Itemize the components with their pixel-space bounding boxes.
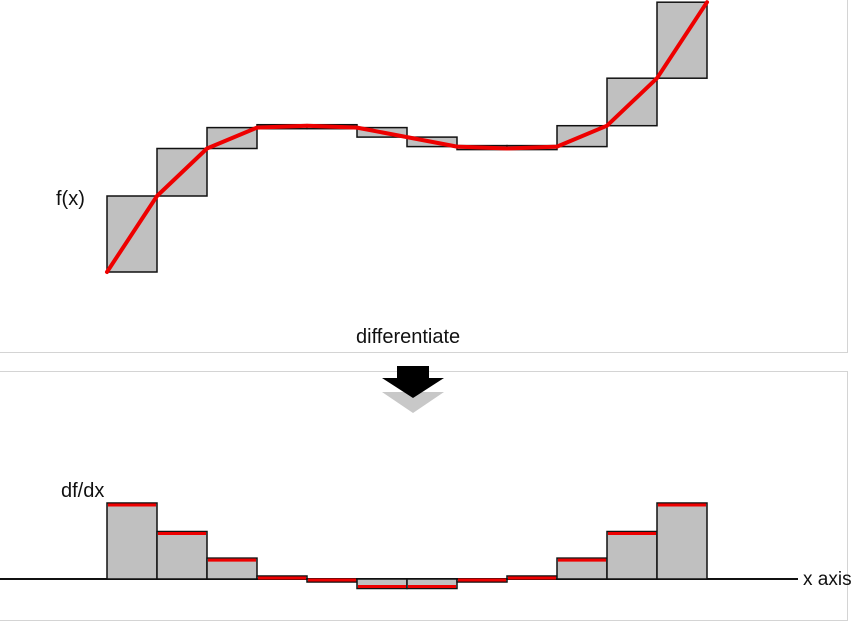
derivative-bar [406, 578, 458, 590]
derivative-bar [156, 530, 208, 580]
function-curve [105, 0, 709, 274]
differentiate-label: differentiate [356, 326, 460, 348]
derivative-bars [106, 502, 708, 590]
fx-label: f(x) [56, 188, 85, 210]
derivative-bar [656, 502, 708, 580]
derivative-bar [106, 502, 158, 580]
down-arrow-icon [382, 366, 444, 413]
dfdx-label: df/dx [61, 480, 104, 502]
derivative-bar [206, 557, 258, 580]
x-axis-label: x axis [803, 569, 852, 590]
derivative-bar [606, 530, 658, 580]
